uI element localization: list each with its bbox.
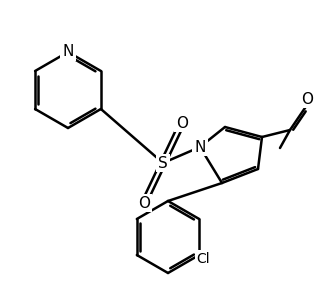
Text: O: O <box>176 116 188 131</box>
Text: N: N <box>62 45 74 59</box>
Text: N: N <box>194 139 206 155</box>
Text: O: O <box>138 196 150 210</box>
Text: Cl: Cl <box>196 252 210 266</box>
Text: S: S <box>158 156 168 170</box>
Text: O: O <box>301 92 313 106</box>
